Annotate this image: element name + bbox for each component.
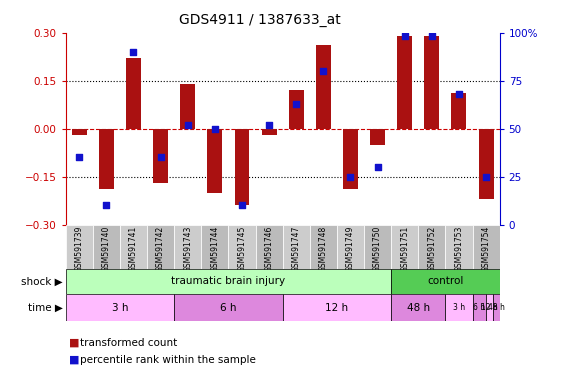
Text: GDS4911 / 1387633_at: GDS4911 / 1387633_at [179,13,341,27]
Point [400,33,409,40]
Point [238,202,247,209]
Bar [370,129,385,145]
Text: GSM591748: GSM591748 [319,226,328,272]
Bar [228,225,255,269]
Bar [283,225,309,269]
Bar [478,129,493,199]
Text: ■: ■ [69,338,79,348]
Text: percentile rank within the sample: percentile rank within the sample [80,355,256,365]
Point [183,122,192,128]
Bar [486,294,493,321]
Bar [289,90,304,129]
Text: GSM591739: GSM591739 [75,226,84,272]
Bar [316,45,331,129]
Text: 3 h: 3 h [453,303,465,312]
Bar [337,225,364,269]
Text: traumatic brain injury: traumatic brain injury [171,276,286,286]
Point [129,49,138,55]
Text: GSM591743: GSM591743 [183,226,192,272]
Point [75,154,84,161]
Text: GSM591749: GSM591749 [346,226,355,272]
Point [156,154,165,161]
Bar [66,225,93,269]
Text: GSM591741: GSM591741 [129,226,138,272]
Bar [309,225,337,269]
Point [346,174,355,180]
Bar [174,225,202,269]
Point [481,174,490,180]
Point [292,101,301,107]
Bar [445,294,473,321]
Bar [235,129,250,205]
Text: shock ▶: shock ▶ [21,276,63,286]
Point [210,126,219,132]
Bar [391,269,500,294]
Text: transformed count: transformed count [80,338,177,348]
Bar [452,93,467,129]
Text: GSM591751: GSM591751 [400,226,409,272]
Text: ■: ■ [69,355,79,365]
Bar [473,225,500,269]
Bar [66,269,391,294]
Bar [418,225,445,269]
Point [102,202,111,209]
Bar [262,129,276,135]
Bar [424,36,439,129]
Bar [493,294,500,321]
Text: control: control [427,276,464,286]
Point [373,164,382,170]
Text: 3 h: 3 h [112,303,128,313]
Point [319,68,328,74]
Text: GSM591742: GSM591742 [156,226,165,272]
Text: GSM591752: GSM591752 [427,226,436,272]
Text: 12 h: 12 h [481,303,498,312]
Bar [174,294,283,321]
Text: 6 h: 6 h [220,303,236,313]
Bar [207,129,222,193]
Bar [72,129,87,135]
Bar [120,225,147,269]
Bar [99,129,114,189]
Bar [147,225,174,269]
Bar [397,36,412,129]
Bar [391,294,445,321]
Bar [364,225,391,269]
Bar [93,225,120,269]
Bar [283,294,391,321]
Bar [180,84,195,129]
Text: 6 h: 6 h [473,303,485,312]
Bar [202,225,228,269]
Text: 12 h: 12 h [325,303,348,313]
Text: 48 h: 48 h [407,303,430,313]
Bar [153,129,168,183]
Bar [473,294,486,321]
Text: GSM591747: GSM591747 [292,226,301,272]
Text: time ▶: time ▶ [28,303,63,313]
Text: GSM591754: GSM591754 [481,226,490,272]
Text: GSM591750: GSM591750 [373,226,382,272]
Bar [445,225,473,269]
Text: GSM591746: GSM591746 [264,226,274,272]
Point [427,33,436,40]
Bar [255,225,283,269]
Bar [66,294,174,321]
Text: GSM591745: GSM591745 [238,226,247,272]
Text: GSM591740: GSM591740 [102,226,111,272]
Text: 48 h: 48 h [488,303,505,312]
Point [455,91,464,97]
Bar [126,58,141,129]
Text: GSM591753: GSM591753 [455,226,464,272]
Point [264,122,274,128]
Text: GSM591744: GSM591744 [210,226,219,272]
Bar [391,225,418,269]
Bar [343,129,358,189]
